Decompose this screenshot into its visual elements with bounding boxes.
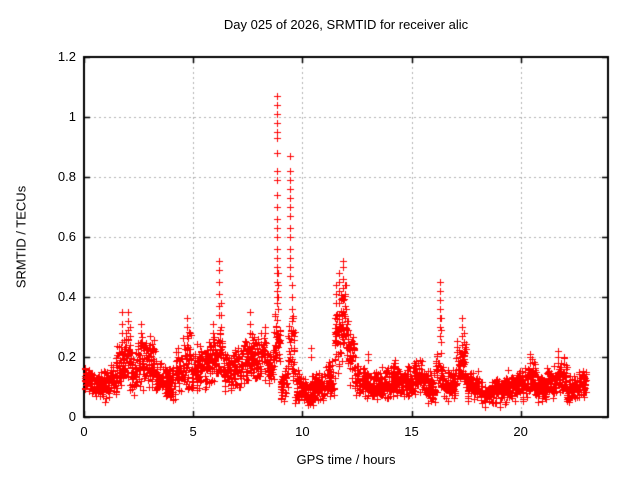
x-tick-label: 20 [513,424,528,439]
y-tick-label: 0 [68,409,76,424]
chart-title: Day 025 of 2026, SRMTID for receiver ali… [223,17,469,32]
y-tick-label: 0.6 [57,229,76,244]
y-tick-label: 0.2 [57,349,76,364]
x-tick-label: 10 [295,424,310,439]
x-tick-label: 15 [404,424,419,439]
y-tick-label: 0.4 [57,289,76,304]
y-axis-label: SRMTID / TECUs [13,185,29,289]
y-tick-label: 1.2 [57,49,76,64]
x-axis-label: GPS time / hours [296,452,396,467]
y-tick-label: 1 [68,109,76,124]
x-tick-label: 0 [80,424,88,439]
x-tick-label: 5 [189,424,197,439]
y-tick-label: 0.8 [57,169,76,184]
